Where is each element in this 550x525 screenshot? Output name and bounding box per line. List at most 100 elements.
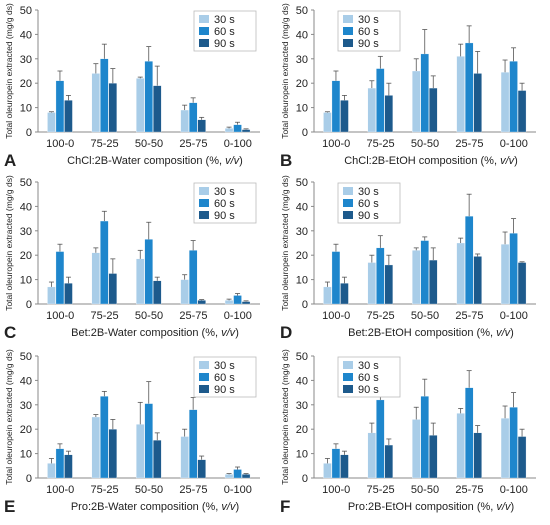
bar — [500, 418, 510, 479]
legend-swatch — [343, 373, 353, 381]
bar — [473, 432, 482, 479]
y-tick-label: 20 — [20, 250, 32, 262]
y-tick-label: 30 — [20, 54, 32, 66]
bar — [323, 463, 332, 479]
y-axis-label: Total oleuropein extracted (mg/g ds) — [280, 349, 290, 485]
bar — [108, 429, 117, 479]
bar — [367, 432, 376, 479]
bar — [64, 100, 73, 133]
y-tick-label: 30 — [296, 226, 308, 238]
legend-label: 30 s — [214, 186, 235, 198]
x-axis-label: Bet:2B-EtOH composition (%, v/v) — [348, 327, 514, 339]
bar — [47, 286, 56, 305]
x-tick-label: 0-100 — [224, 310, 252, 322]
y-tick-label: 40 — [20, 29, 32, 41]
bar — [233, 469, 242, 479]
x-tick-label: 25-75 — [455, 484, 483, 496]
bar — [144, 61, 153, 133]
legend-swatch — [343, 199, 353, 207]
bar — [412, 419, 421, 479]
legend-label: 90 s — [358, 38, 379, 50]
bar — [517, 262, 527, 305]
y-tick-label: 40 — [20, 201, 32, 213]
x-tick-label: 25-75 — [179, 138, 207, 150]
bar — [224, 474, 234, 479]
x-tick-label: 0-100 — [500, 138, 528, 150]
bar — [136, 424, 145, 479]
y-tick-label: 20 — [20, 78, 32, 90]
bar — [136, 258, 145, 305]
bar — [197, 119, 206, 133]
x-tick-label: 25-75 — [179, 310, 207, 322]
bar — [91, 252, 100, 305]
bar — [456, 56, 465, 133]
chart-panel-b: 0 10 20 30 40 50 Total oleuropein extracted (m… — [280, 3, 536, 170]
x-tick-label: 0-100 — [224, 484, 252, 496]
y-tick-label: 10 — [20, 449, 32, 461]
bar — [55, 80, 65, 133]
bar — [188, 409, 198, 479]
legend-swatch — [199, 385, 209, 393]
panel-letter: A — [4, 151, 16, 170]
bar — [153, 440, 162, 479]
bar — [412, 70, 421, 133]
x-tick-label: 75-25 — [367, 138, 395, 150]
x-tick-label: 50-50 — [135, 138, 163, 150]
y-tick-label: 50 — [296, 351, 308, 363]
x-tick-label: 50-50 — [411, 138, 439, 150]
bar — [188, 250, 198, 305]
x-tick-label: 75-25 — [91, 484, 119, 496]
legend-swatch — [343, 27, 353, 35]
legend-swatch — [343, 15, 353, 23]
legend-label: 90 s — [214, 210, 235, 222]
legend-swatch — [199, 39, 209, 47]
bar — [331, 448, 341, 479]
bar — [456, 242, 465, 305]
x-tick-label: 100-0 — [322, 138, 350, 150]
bar — [144, 403, 153, 479]
bar — [376, 247, 385, 305]
x-tick-label: 75-25 — [91, 138, 119, 150]
y-tick-label: 0 — [26, 299, 32, 311]
x-axis-label: ChCl:2B-Water composition (%, v/v) — [67, 155, 243, 167]
bar — [100, 58, 109, 133]
bar — [100, 396, 109, 479]
y-tick-label: 10 — [296, 449, 308, 461]
bar — [473, 73, 482, 133]
y-axis-label: Total oleuropein extracted (mg/g ds) — [4, 349, 14, 485]
bar — [136, 78, 145, 133]
bar — [429, 87, 438, 133]
y-tick-label: 0 — [302, 127, 308, 139]
bar — [384, 444, 393, 479]
bar — [340, 454, 349, 479]
bar — [180, 436, 189, 479]
bar — [100, 220, 109, 305]
x-tick-label: 25-75 — [455, 138, 483, 150]
legend-swatch — [343, 187, 353, 195]
y-axis-label: Total oleuropein extracted (mg/g ds) — [4, 3, 14, 139]
panel-letter: D — [280, 323, 292, 342]
legend-swatch — [199, 211, 209, 219]
bar — [64, 283, 73, 305]
x-axis-label: Pro:2B-Water composition (%, v/v) — [71, 501, 239, 513]
bar — [55, 448, 65, 479]
bar — [108, 83, 117, 133]
y-tick-label: 30 — [296, 54, 308, 66]
bar — [180, 279, 189, 305]
y-tick-label: 20 — [20, 424, 32, 436]
y-tick-label: 50 — [296, 177, 308, 189]
legend-label: 30 s — [358, 14, 379, 26]
bar — [197, 300, 206, 305]
x-tick-label: 0-100 — [224, 138, 252, 150]
panel-letter: E — [4, 497, 15, 516]
bar — [180, 109, 189, 133]
legend-label: 60 s — [358, 198, 379, 210]
bar — [367, 87, 376, 133]
x-tick-label: 100-0 — [46, 138, 74, 150]
y-tick-label: 50 — [296, 5, 308, 17]
legend-swatch — [199, 373, 209, 381]
bar — [464, 42, 474, 133]
y-tick-label: 10 — [20, 103, 32, 115]
y-tick-label: 30 — [20, 226, 32, 238]
